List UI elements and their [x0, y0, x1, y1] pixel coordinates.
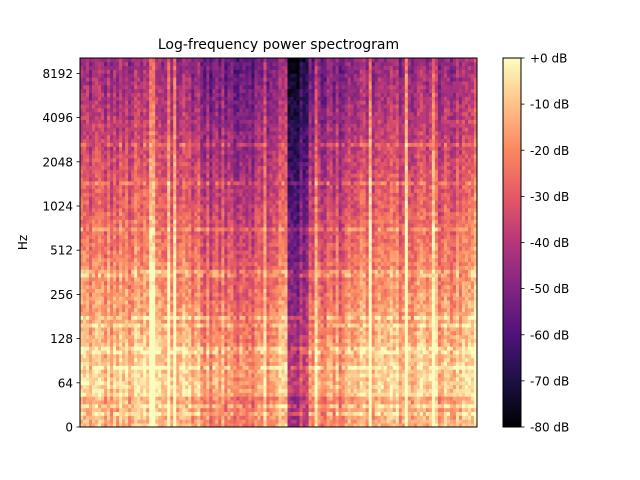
y-tick-label: 64: [58, 376, 73, 390]
colorbar-tick-label: -10 dB: [530, 98, 569, 112]
y-tick-label: 128: [50, 332, 73, 346]
colorbar-tick-label: -30 dB: [530, 190, 569, 204]
colorbar-tick-label: -60 dB: [530, 328, 569, 342]
y-axis-label: Hz: [16, 235, 30, 250]
y-tick-label: 4096: [42, 111, 73, 125]
colorbar-axis: +0 dB -10 dB -20 dB -30 dB -40 dB -50 dB -60 d…: [521, 52, 569, 435]
colorbar: [503, 58, 521, 427]
plot-frame: [79, 57, 478, 428]
y-axis: 0 64 128 256 512 1024 2048 4096 8192: [42, 67, 80, 435]
colorbar-tick-label: +0 dB: [530, 52, 567, 66]
colorbar-tick-label: -80 dB: [530, 421, 569, 435]
y-tick-label: 2048: [42, 155, 73, 169]
colorbar-tick-label: -40 dB: [530, 236, 569, 250]
y-tick-label: 256: [50, 288, 73, 302]
spectrogram-heatmap: [80, 58, 477, 427]
chart-title: Log-frequency power spectrogram: [158, 37, 399, 53]
colorbar-tick-label: -70 dB: [530, 374, 569, 388]
y-tick-label: 0: [65, 421, 73, 435]
y-tick-label: 1024: [42, 200, 73, 214]
colorbar-tick-label: -50 dB: [530, 282, 569, 296]
y-tick-label: 512: [50, 244, 73, 258]
y-tick-label: 8192: [42, 67, 73, 81]
colorbar-tick-label: -20 dB: [530, 144, 569, 158]
